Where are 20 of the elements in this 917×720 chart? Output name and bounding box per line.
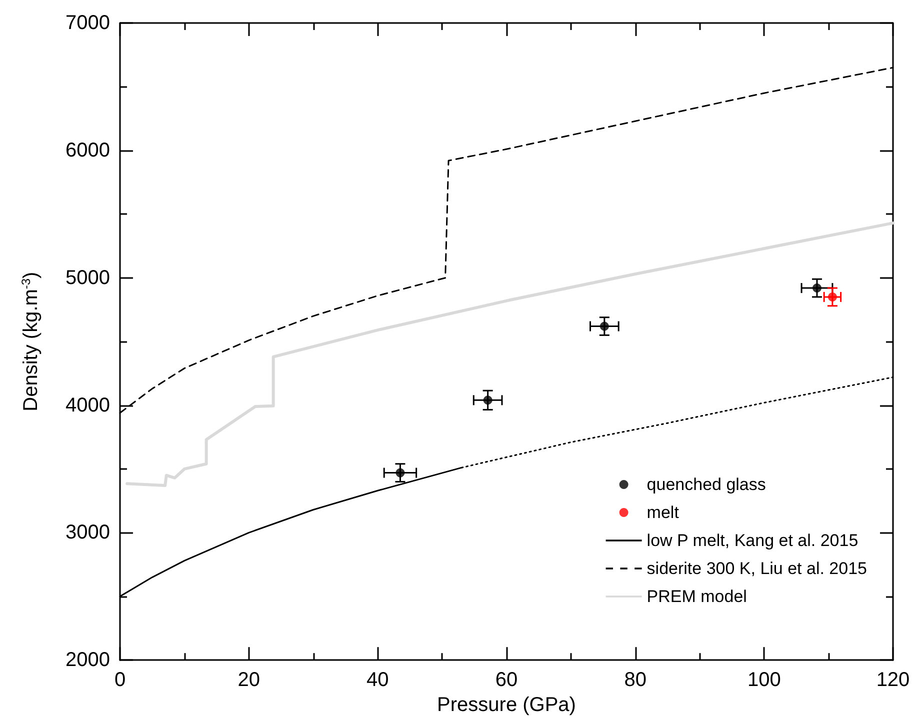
legend-label: siderite 300 K, Liu et al. 2015 [646,559,867,578]
legend-label: quenched glass [646,475,766,494]
y-tick-label: 6000 [66,139,110,162]
legend-label: PREM model [646,587,747,606]
x-axis-title: Pressure (GPa) [437,694,576,716]
x-tick-label: 120 [876,669,910,692]
legend-label: low P melt, Kang et al. 2015 [646,531,858,550]
x-tick-label: 20 [238,669,260,692]
legend-label: melt [646,503,680,522]
x-tick-label: 40 [366,669,389,692]
x-tick-label: 60 [495,669,518,692]
y-tick-label: 3000 [66,522,110,544]
y-tick-label: 2000 [66,649,110,672]
x-tick-label: 100 [747,669,781,692]
y-tick-label: 7000 [66,12,110,34]
y-axis-title: Density (kg.m-3) [19,272,42,412]
y-tick-label: 4000 [66,394,110,416]
y-tick-label: 5000 [66,266,110,289]
x-tick-label: 0 [114,669,126,692]
x-tick-label: 80 [624,669,646,692]
